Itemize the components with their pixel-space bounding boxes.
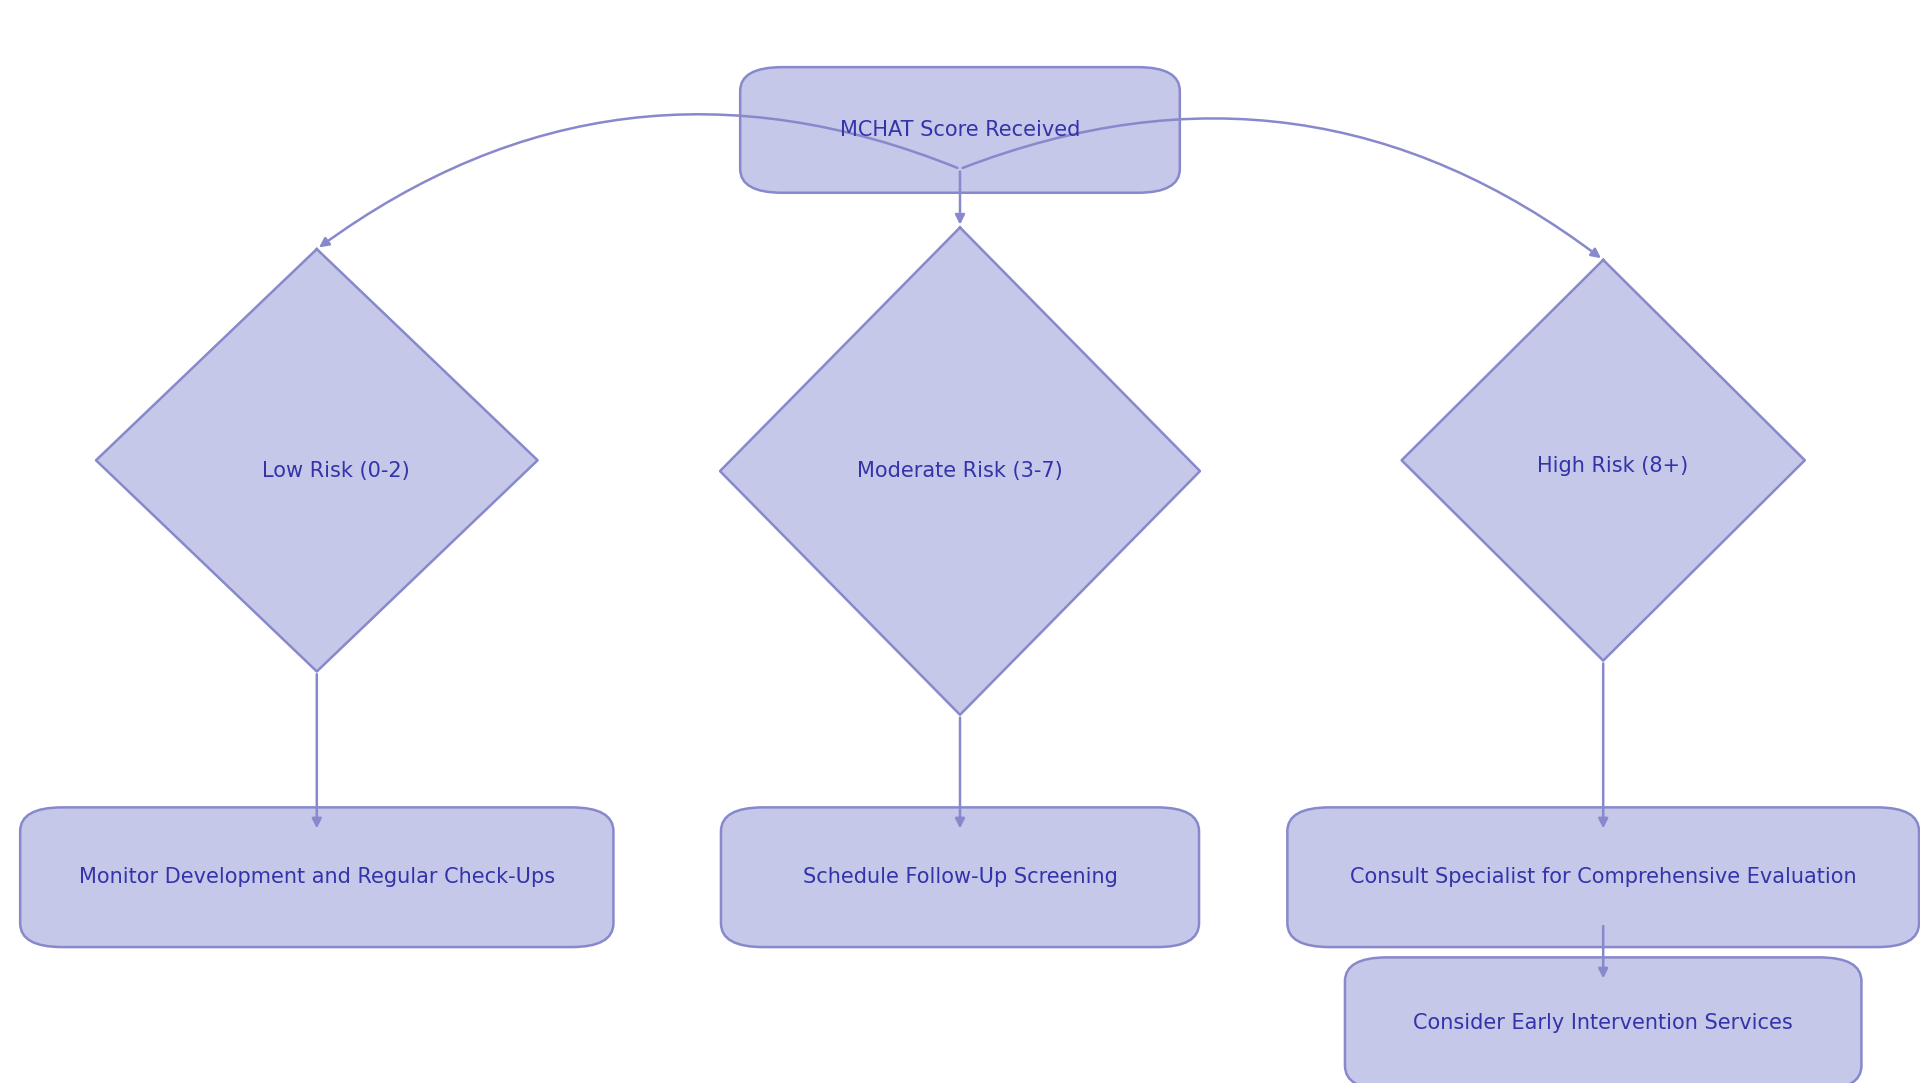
FancyBboxPatch shape (1286, 808, 1920, 947)
Text: Consider Early Intervention Services: Consider Early Intervention Services (1413, 1014, 1793, 1033)
Polygon shape (1402, 260, 1805, 661)
Text: High Risk (8+): High Risk (8+) (1538, 456, 1688, 475)
Text: Monitor Development and Regular Check-Ups: Monitor Development and Regular Check-Up… (79, 867, 555, 887)
FancyBboxPatch shape (1344, 957, 1860, 1083)
FancyBboxPatch shape (739, 67, 1179, 193)
Text: Moderate Risk (3-7): Moderate Risk (3-7) (856, 461, 1064, 481)
Text: Consult Specialist for Comprehensive Evaluation: Consult Specialist for Comprehensive Eva… (1350, 867, 1857, 887)
Text: MCHAT Score Received: MCHAT Score Received (839, 120, 1081, 140)
FancyBboxPatch shape (722, 808, 1198, 947)
Polygon shape (720, 227, 1200, 715)
Text: Low Risk (0-2): Low Risk (0-2) (263, 461, 409, 481)
Polygon shape (96, 249, 538, 671)
Text: Schedule Follow-Up Screening: Schedule Follow-Up Screening (803, 867, 1117, 887)
FancyBboxPatch shape (21, 808, 614, 947)
